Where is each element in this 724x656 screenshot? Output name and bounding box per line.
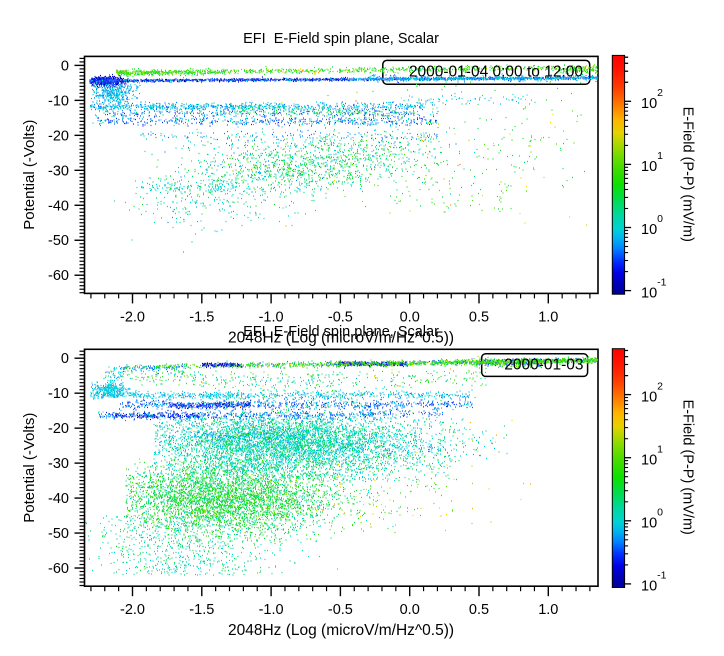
- svg-text:EFI E-Field spin plane, Scala: EFI E-Field spin plane, Scalar: [243, 31, 439, 47]
- svg-text:102: 102: [641, 380, 663, 405]
- svg-text:E-Field (P-P) (mV/m): E-Field (P-P) (mV/m): [680, 107, 696, 242]
- svg-text:-10: -10: [48, 93, 69, 109]
- svg-text:-40: -40: [48, 198, 69, 214]
- svg-text:-60: -60: [48, 268, 69, 284]
- svg-text:10-1: 10-1: [641, 570, 667, 595]
- svg-text:-50: -50: [48, 233, 69, 249]
- svg-text:-40: -40: [48, 491, 69, 507]
- svg-text:0: 0: [61, 351, 69, 367]
- svg-text:-20: -20: [48, 128, 69, 144]
- svg-text:2048Hz (Log (microV/m/Hz^0.5)): 2048Hz (Log (microV/m/Hz^0.5)): [228, 622, 454, 639]
- svg-text:2000-01-04 0:00 to 12:00: 2000-01-04 0:00 to 12:00: [409, 64, 583, 81]
- svg-text:-30: -30: [48, 456, 69, 472]
- svg-text:1.0: 1.0: [538, 310, 558, 326]
- svg-text:-20: -20: [48, 421, 69, 437]
- svg-text:-1.0: -1.0: [259, 602, 284, 618]
- svg-text:0.5: 0.5: [469, 310, 489, 326]
- svg-text:EFI E-Field spin plane, Scala: EFI E-Field spin plane, Scalar: [243, 324, 439, 340]
- svg-text:100: 100: [641, 213, 663, 238]
- svg-text:100: 100: [641, 507, 663, 532]
- svg-text:10-1: 10-1: [641, 276, 667, 301]
- svg-text:-1.0: -1.0: [259, 310, 284, 326]
- svg-text:-1.5: -1.5: [189, 602, 214, 618]
- svg-text:-0.5: -0.5: [328, 602, 353, 618]
- svg-text:-1.5: -1.5: [189, 310, 214, 326]
- svg-text:1.0: 1.0: [538, 602, 558, 618]
- svg-text:Potential (-Volts): Potential (-Volts): [21, 413, 38, 523]
- svg-text:0.0: 0.0: [400, 310, 420, 326]
- svg-text:-50: -50: [48, 526, 69, 542]
- svg-text:102: 102: [641, 87, 663, 112]
- svg-text:2000-01-03: 2000-01-03: [504, 357, 583, 374]
- svg-text:Potential (-Volts): Potential (-Volts): [21, 120, 38, 230]
- svg-text:-30: -30: [48, 163, 69, 179]
- svg-text:-2.0: -2.0: [120, 310, 145, 326]
- svg-text:0: 0: [61, 58, 69, 74]
- svg-text:-2.0: -2.0: [120, 602, 145, 618]
- svg-text:E-Field (P-P) (mV/m): E-Field (P-P) (mV/m): [680, 400, 696, 535]
- svg-text:0.5: 0.5: [469, 602, 489, 618]
- svg-text:2048Hz (Log (microV/m/Hz^0.5)): 2048Hz (Log (microV/m/Hz^0.5)): [228, 329, 454, 346]
- svg-text:-60: -60: [48, 561, 69, 577]
- svg-text:101: 101: [641, 150, 663, 175]
- svg-text:-0.5: -0.5: [328, 310, 353, 326]
- svg-text:101: 101: [641, 443, 663, 468]
- svg-text:0.0: 0.0: [400, 602, 420, 618]
- svg-text:-10: -10: [48, 386, 69, 402]
